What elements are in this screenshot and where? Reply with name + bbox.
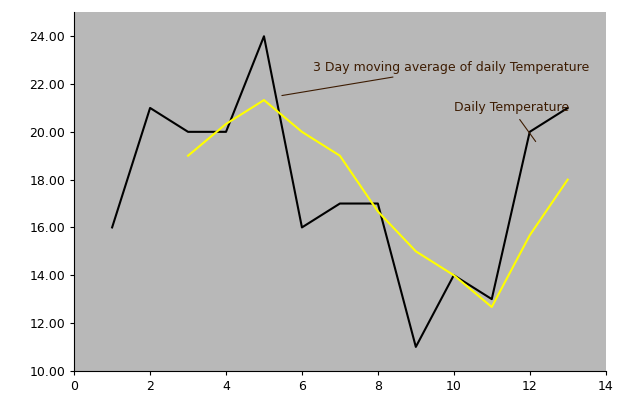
Text: 3 Day moving average of daily Temperature: 3 Day moving average of daily Temperatur… [282, 61, 590, 96]
Text: Daily Temperature: Daily Temperature [454, 101, 569, 142]
